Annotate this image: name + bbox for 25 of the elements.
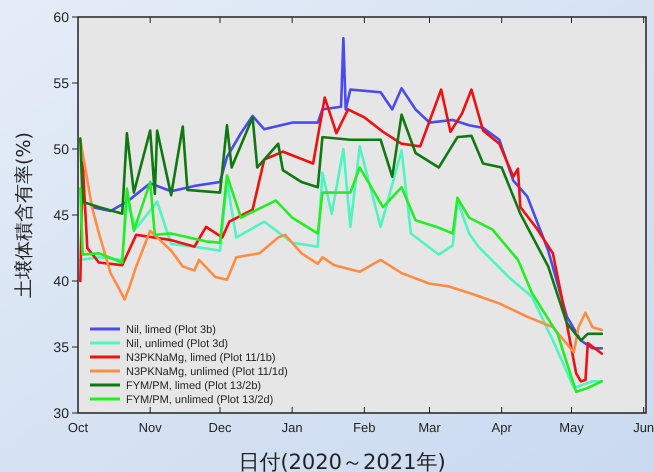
legend-label: FYM/PM, unlimed (Plot 13/2d): [126, 394, 274, 406]
y-tick-label: 55: [53, 75, 70, 91]
x-tick-label: Jan: [282, 420, 303, 435]
x-tick-label: Nov: [138, 420, 162, 435]
legend-label: N3PKNaMg, limed (Plot 11/1b): [126, 352, 276, 364]
x-tick-label: Oct: [68, 420, 88, 435]
y-tick-label: 60: [53, 9, 70, 25]
y-axis-title: 土壌体積含有率(%): [13, 132, 35, 298]
x-axis-title: 日付(2020～2021年): [238, 450, 446, 472]
x-tick-label: Jun: [633, 420, 654, 435]
legend-label: N3PKNaMg, unlimed (Plot 11/1d): [126, 366, 288, 378]
x-tick-label: Mar: [418, 420, 442, 435]
y-tick-label: 40: [53, 273, 70, 289]
y-tick-label: 45: [53, 207, 70, 223]
x-tick-label: May: [559, 420, 584, 435]
y-tick-label: 50: [53, 141, 70, 157]
x-tick-label: Feb: [353, 420, 376, 435]
y-tick-label: 35: [53, 339, 70, 355]
x-tick-label: Apr: [492, 420, 512, 435]
legend-label: Nil, limed (Plot 3b): [126, 324, 216, 336]
line-series: [79, 138, 604, 354]
legend-label: FYM/PM, limed (Plot 13/2b): [126, 380, 262, 392]
x-tick-label: Dec: [208, 420, 232, 435]
y-tick-label: 30: [53, 405, 70, 421]
legend-label: Nil, unlimed (Plot 3d): [126, 338, 228, 350]
